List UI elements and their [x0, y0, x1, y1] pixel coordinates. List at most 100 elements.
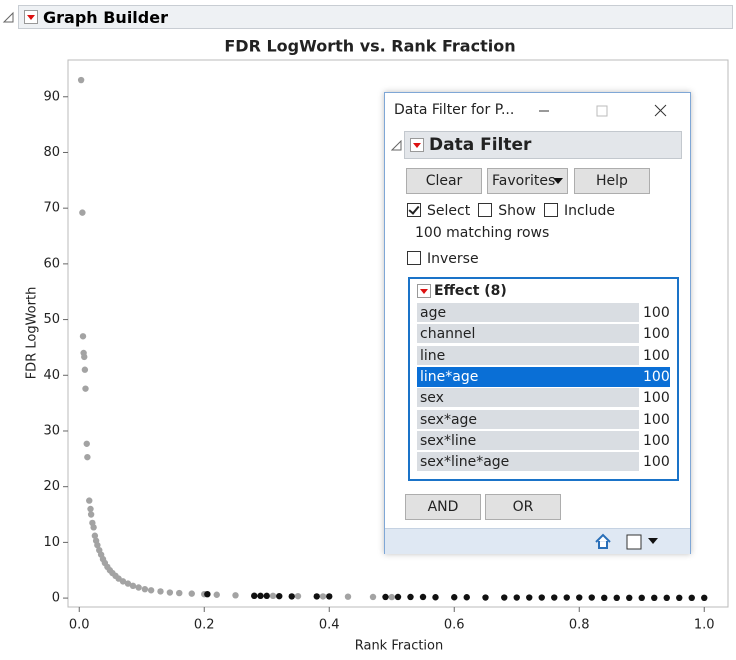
point: [638, 594, 645, 602]
or-button[interactable]: OR: [485, 494, 561, 520]
point: [257, 592, 264, 600]
point: [551, 594, 558, 601]
item-count: 100: [643, 368, 670, 385]
point: [576, 594, 583, 601]
point: [501, 594, 508, 601]
menu-button[interactable]: [417, 284, 431, 298]
point: [482, 594, 489, 601]
checkbox[interactable]: [543, 203, 558, 217]
point: [263, 592, 270, 600]
point: [204, 590, 211, 598]
point: [77, 76, 85, 84]
list-row[interactable]: sex*line*age 100: [417, 452, 670, 472]
point: [288, 593, 295, 600]
dropdown-arrow: [553, 178, 563, 184]
close[interactable]: [654, 104, 667, 117]
inverse-option[interactable]: Inverse: [407, 251, 479, 267]
point: [135, 584, 142, 591]
option[interactable]: Show: [478, 203, 536, 219]
point: [94, 541, 101, 549]
and-button[interactable]: AND: [405, 494, 481, 520]
point: [388, 593, 395, 601]
point: [344, 593, 352, 600]
list-header: Effect (8): [434, 283, 507, 299]
filter-window-title: Data Filter for P...: [394, 102, 515, 118]
y-tick-label: 70: [43, 201, 60, 216]
favorites-button[interactable]: Favorites: [487, 168, 568, 194]
point: [419, 593, 427, 601]
point: [86, 497, 93, 504]
point: [407, 593, 414, 601]
item-count: 100: [643, 454, 670, 471]
home-icon[interactable]: [595, 533, 611, 549]
menu-button[interactable]: [410, 138, 424, 152]
item-name: channel: [417, 324, 639, 344]
x-tick-label: 0.0: [69, 618, 90, 633]
point: [394, 593, 402, 601]
point: [87, 511, 95, 518]
filter-window: Data Filter for P... Data Filter Clear F…: [384, 92, 691, 554]
section-header: [404, 131, 682, 159]
checkbox-label: Include: [563, 203, 615, 219]
checkbox[interactable]: [626, 534, 642, 550]
y-tick-label: 90: [43, 89, 60, 104]
section-title: Data Filter: [429, 135, 532, 155]
item-name: sex*line: [417, 430, 639, 450]
item-count: 100: [643, 411, 670, 428]
menu-button[interactable]: [24, 10, 38, 24]
x-tick-label: 1.0: [694, 618, 715, 633]
point: [188, 590, 195, 597]
option[interactable]: Include: [543, 203, 615, 219]
point: [157, 588, 164, 595]
y-tick-label: 20: [43, 479, 60, 494]
point: [601, 594, 608, 602]
list-row[interactable]: line 100: [417, 345, 670, 366]
point: [294, 592, 302, 600]
point: [269, 592, 277, 600]
status-bar: [385, 528, 690, 554]
option[interactable]: Select: [407, 203, 470, 219]
checkbox[interactable]: [478, 203, 493, 217]
disclosure-icon[interactable]: [391, 140, 403, 152]
point: [81, 366, 89, 373]
point: [79, 209, 86, 216]
point: [79, 333, 87, 340]
point: [319, 593, 327, 600]
point: [176, 589, 183, 597]
point: [563, 594, 570, 601]
maximize[interactable]: [596, 105, 608, 117]
list-row[interactable]: channel 100: [417, 324, 670, 344]
checkbox-label: Show: [498, 203, 536, 219]
clear-button[interactable]: Clear: [406, 168, 482, 194]
status-icons: [595, 533, 658, 550]
dropdown-arrow[interactable]: [648, 538, 658, 544]
help-button[interactable]: Help: [574, 168, 650, 194]
checkbox-label: Select: [427, 203, 471, 219]
point: [451, 594, 458, 601]
point: [526, 594, 533, 601]
list-row[interactable]: sex*line 100: [417, 430, 670, 451]
checkbox[interactable]: [407, 203, 421, 217]
disclosure-icon[interactable]: [2, 11, 16, 25]
point: [613, 594, 620, 602]
item-count: 100: [643, 432, 670, 449]
point: [124, 580, 132, 587]
checkbox[interactable]: [407, 251, 421, 265]
item-name: line*age: [417, 366, 639, 386]
point: [463, 594, 470, 601]
point: [432, 594, 439, 601]
point: [326, 593, 333, 600]
point: [213, 591, 220, 598]
list-row[interactable]: sex 100: [417, 388, 670, 408]
x-tick-label: 0.6: [444, 618, 465, 633]
list-row[interactable]: line*age 100: [417, 366, 670, 387]
point: [82, 385, 89, 392]
list-row[interactable]: age 100: [417, 303, 670, 323]
item-name: line: [417, 345, 639, 365]
effect-list: Effect (8) age 100 channel 100 line 100 line*a…: [408, 277, 679, 481]
point: [276, 592, 283, 600]
point: [369, 593, 377, 601]
point: [232, 592, 239, 599]
list-row[interactable]: sex*age 100: [417, 409, 670, 430]
